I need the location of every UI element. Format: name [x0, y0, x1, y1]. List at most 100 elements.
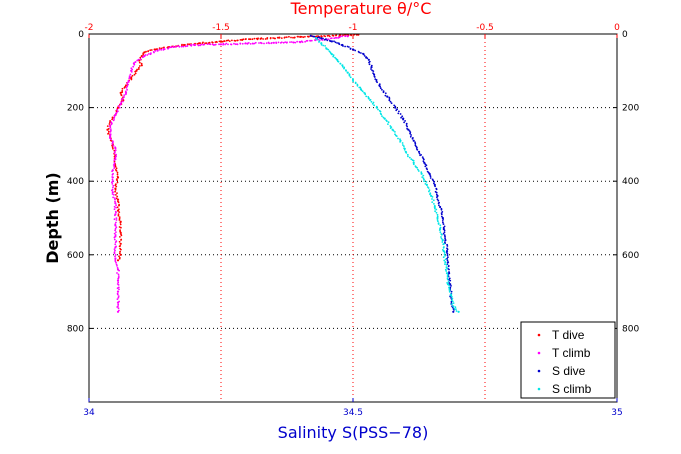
trace-s_climb-50 [437, 220, 439, 223]
trace-t_dive-212 [116, 206, 119, 209]
trace-t_climb-45 [114, 227, 117, 230]
trace-t_dive-51 [269, 37, 272, 39]
trace-t_climb-210 [251, 42, 254, 45]
trace-s_climb-112 [382, 116, 385, 119]
trace-s_dive-90 [416, 148, 419, 151]
trace-t_climb-222 [270, 42, 273, 45]
trace-t_climb-148 [148, 53, 150, 55]
trace-t_climb-18 [117, 276, 120, 279]
trace-s_climb-34 [441, 249, 444, 251]
trace-t_climb-164 [175, 46, 177, 48]
trace-s_climb-19 [446, 277, 449, 280]
trace-t_climb-218 [265, 42, 268, 44]
trace-t_climb-181 [203, 43, 206, 46]
trace-s_climb-126 [367, 96, 370, 98]
trace-s_dive-150 [446, 254, 449, 257]
trace-s_dive-30 [363, 55, 366, 57]
trace-t_climb-85 [115, 153, 117, 156]
point-t_dive-5 [259, 37, 262, 40]
trace-s_dive-28 [360, 52, 362, 54]
trace-s_dive-40 [372, 70, 375, 72]
trace-s_climb-10 [450, 293, 453, 296]
series-t_dive [106, 33, 360, 262]
trace-t_dive-117 [153, 48, 156, 51]
point-t_dive-19 [119, 91, 122, 94]
trace-s_climb-8 [451, 297, 454, 300]
trace-t_climb-147 [146, 54, 149, 56]
point-t_climb-11 [111, 191, 114, 194]
trace-t_climb-255 [327, 38, 330, 41]
trace-s_dive-96 [423, 158, 425, 161]
trace-s_climb-15 [448, 284, 451, 287]
trace-s_climb-69 [426, 186, 429, 188]
trace-t_climb-225 [277, 41, 280, 44]
legend-entry-s-climb: S climb [537, 382, 592, 396]
trace-t_climb-33 [114, 249, 116, 252]
trace-t_climb-260 [335, 37, 338, 39]
trace-t_climb-204 [241, 42, 244, 45]
trace-t_dive-60 [253, 37, 256, 40]
trace-t_dive-231 [118, 240, 121, 243]
trace-t_dive-130 [138, 66, 140, 69]
trace-t_dive-113 [160, 47, 163, 50]
trace-t_climb-136 [130, 67, 133, 70]
trace-s_climb-162 [325, 47, 327, 49]
trace-t_dive-128 [140, 62, 143, 65]
trace-s_dive-24 [352, 48, 355, 51]
trace-s_climb-79 [417, 168, 419, 171]
point-s_climb-13 [420, 172, 423, 175]
trace-s_dive-83 [411, 137, 414, 140]
trace-t_climb-236 [294, 41, 297, 44]
trace-s_dive-107 [429, 177, 432, 179]
trace-t_dive-219 [118, 219, 121, 221]
depth-tick-label-left-0: 0 [78, 30, 84, 40]
trace-t_dive-59 [255, 37, 258, 40]
legend-marker-s-climb [537, 387, 541, 391]
point-t_dive-7 [219, 40, 223, 43]
trace-t_climb-63 [113, 193, 115, 196]
trace-t_climb-131 [128, 76, 131, 79]
trace-t_climb-220 [268, 42, 270, 45]
trace-s_climb-77 [420, 171, 423, 174]
trace-t_dive-131 [137, 68, 140, 70]
trace-s_dive-158 [448, 268, 450, 271]
temp-tick-label-0: -2 [85, 23, 94, 33]
trace-t_climb-50 [113, 218, 116, 221]
trace-t_dive-198 [116, 181, 119, 184]
trace-s_dive-11 [329, 40, 332, 43]
trace-t_dive-224 [119, 229, 121, 232]
point-s_climb-23 [346, 71, 349, 74]
trace-s_dive-128 [440, 213, 443, 216]
trace-t_dive-194 [116, 173, 119, 176]
point-s_climb-21 [359, 88, 362, 91]
trace-s_climb-5 [452, 302, 455, 304]
trace-t_climb-91 [111, 142, 114, 145]
trace-t_climb-104 [110, 121, 113, 124]
trace-s_climb-17 [447, 280, 450, 283]
trace-t_dive-70 [236, 39, 239, 42]
point-s_dive-15 [417, 150, 421, 153]
trace-t_climb-100 [109, 128, 112, 131]
trace-s_climb-115 [379, 112, 382, 115]
trace-s_dive-20 [346, 45, 349, 48]
trace-s_climb-0 [455, 310, 458, 312]
trace-s_dive-141 [444, 237, 446, 240]
trace-s_climb-155 [334, 56, 336, 59]
trace-t_dive-40 [288, 35, 290, 38]
depth-tick-label-right-2: 400 [622, 177, 639, 187]
trace-t_climb-227 [280, 41, 283, 44]
trace-s_climb-88 [407, 155, 409, 158]
trace-t_dive-138 [130, 78, 133, 81]
trace-t_climb-66 [111, 188, 114, 191]
trace-s_dive-38 [370, 68, 372, 70]
trace-t_climb-240 [301, 41, 304, 43]
trace-t_climb-96 [109, 134, 112, 137]
depth-tick-label-right-4: 800 [622, 324, 639, 334]
trace-t_climb-69 [111, 183, 114, 185]
trace-t_climb-54 [114, 210, 117, 213]
trace-t_climb-233 [290, 41, 293, 43]
point-t_climb-20 [124, 91, 128, 94]
trace-t_climb-224 [275, 41, 277, 44]
trace-s_dive-23 [349, 48, 352, 50]
